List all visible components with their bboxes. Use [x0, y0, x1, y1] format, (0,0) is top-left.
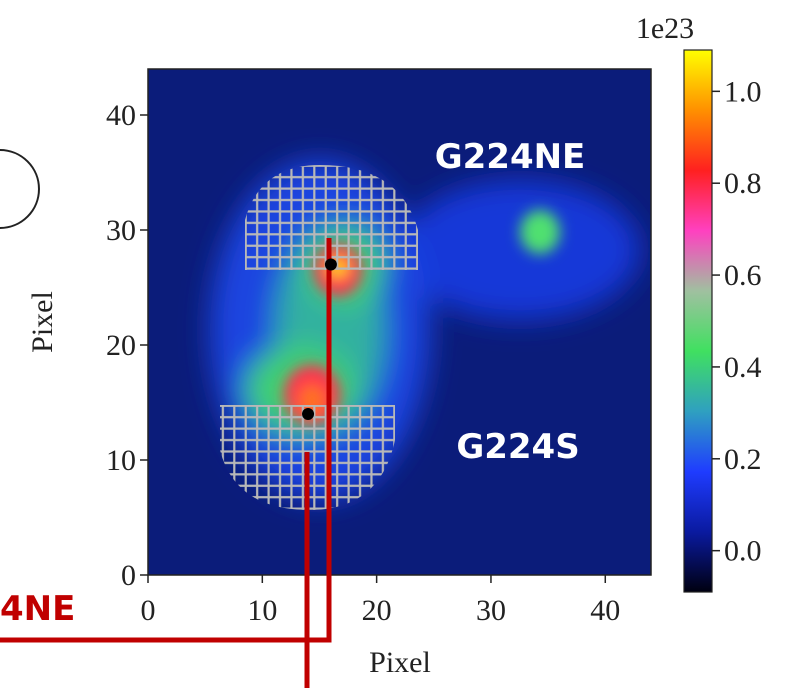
overlay-label: 4NE: [0, 589, 75, 629]
peak-point: [302, 408, 315, 420]
image: [148, 69, 651, 575]
colorbar: [683, 49, 713, 593]
colorbar-tick-label: 0.2: [724, 443, 762, 476]
overlay-lines: [0, 238, 332, 688]
x-tick-label: 20: [362, 594, 392, 627]
x-tick-label: 40: [590, 594, 620, 627]
annotation: G224S: [456, 427, 579, 467]
colorbar-tick-label: 0.0: [724, 535, 762, 568]
y-tick-label: 20: [106, 329, 136, 362]
y-tick-label: 0: [121, 559, 136, 592]
y-tick-label: 30: [106, 214, 136, 247]
colorbar-tick-label: 1.0: [724, 75, 762, 108]
colorbar-tick-label: 0.8: [724, 167, 762, 200]
x-tick-label: 30: [476, 594, 506, 627]
y-tick-label: 40: [106, 99, 136, 132]
x-axis-label: Pixel: [369, 646, 431, 679]
colorbar-multiplier: 1e23: [636, 12, 694, 45]
y-axis-label: Pixel: [26, 291, 59, 353]
peak-point: [324, 258, 337, 271]
colorbar-tick-label: 0.4: [724, 351, 762, 384]
x-tick-label: 10: [247, 594, 277, 627]
annotation: G224NE: [435, 137, 586, 177]
y-tick-label: 10: [106, 444, 136, 477]
x-tick-label: 0: [141, 594, 156, 627]
colorbar-tick-label: 0.6: [724, 259, 762, 292]
hatch-region: [245, 165, 418, 270]
partial-circle: [0, 149, 40, 229]
plot-frame: [147, 68, 652, 576]
